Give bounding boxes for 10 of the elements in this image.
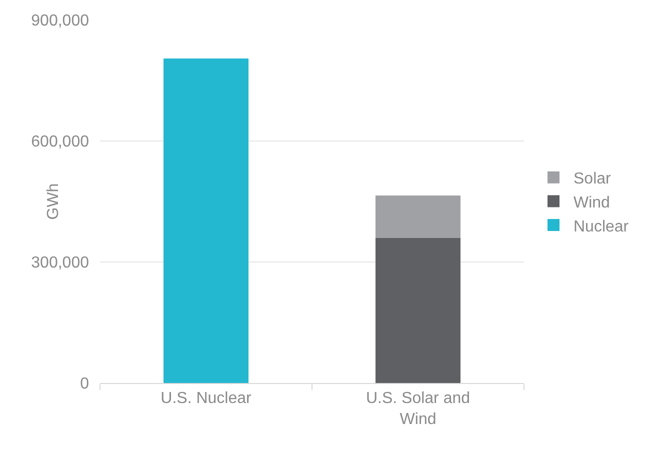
- legend-label: Nuclear: [574, 218, 630, 236]
- legend-label: Solar: [574, 170, 612, 188]
- y-tick-label: 0: [80, 376, 90, 393]
- y-tick-label: 300,000: [31, 254, 90, 272]
- legend-label: Wind: [574, 194, 610, 212]
- y-axis-title: GWh: [45, 183, 62, 220]
- y-tick-label: 900,000: [31, 12, 90, 30]
- y-tick-label: 600,000: [31, 134, 90, 151]
- x-tick-label: U.S. Solar and Wind: [366, 390, 470, 428]
- x-tick-label: U.S. Nuclear: [160, 390, 252, 408]
